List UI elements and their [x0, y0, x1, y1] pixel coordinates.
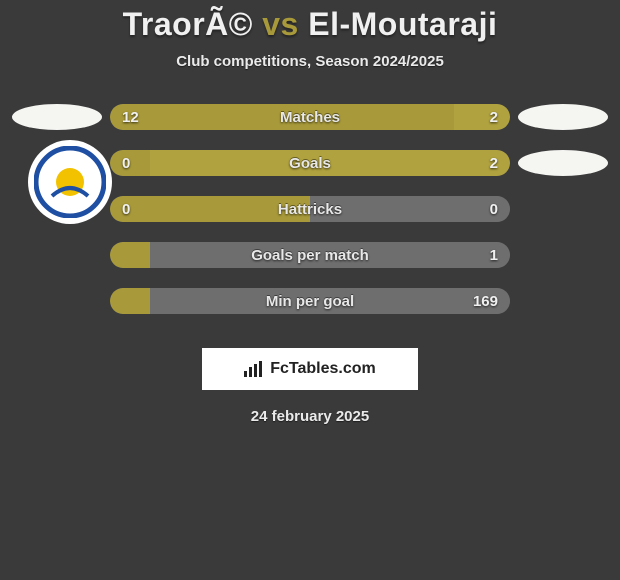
right-oval-badge — [518, 150, 608, 176]
stat-row: Min per goal169 — [110, 288, 510, 314]
stat-row: Matches122 — [110, 104, 510, 130]
bar-fill-left — [110, 288, 150, 314]
bar-fill-left — [110, 104, 454, 130]
bar-fill-left — [110, 150, 150, 176]
club-badge — [28, 140, 112, 224]
left-oval-badge — [12, 104, 102, 130]
subtitle: Club competitions, Season 2024/2025 — [0, 53, 620, 70]
bar-fill-left — [110, 196, 310, 222]
page-title: TraorÃ© vs El-Moutaraji — [0, 6, 620, 43]
stat-row: Goals02 — [110, 150, 510, 176]
brand-footer[interactable]: FcTables.com — [202, 348, 418, 390]
bar-fill-right — [310, 196, 510, 222]
stat-row: Hattricks00 — [110, 196, 510, 222]
title-player-right: El-Moutaraji — [308, 6, 497, 42]
brand-label: FcTables.com — [270, 360, 376, 378]
right-oval-badge — [518, 104, 608, 130]
date-line: 24 february 2025 — [0, 408, 620, 425]
bar-fill-right — [150, 288, 510, 314]
bar-fill-right — [150, 242, 510, 268]
stat-row: Goals per match1 — [110, 242, 510, 268]
bar-fill-right — [454, 104, 510, 130]
bar-fill-left — [110, 242, 150, 268]
comparison-container: TraorÃ© vs El-Moutaraji Club competition… — [0, 0, 620, 425]
club-logo-icon — [34, 146, 106, 218]
stat-rows: Matches122 Goals02 Hattricks00 Goals per ma… — [0, 104, 620, 334]
chart-icon — [244, 361, 264, 377]
bar-fill-right — [150, 150, 510, 176]
title-vs: vs — [262, 6, 299, 42]
title-player-left: TraorÃ© — [123, 6, 253, 42]
